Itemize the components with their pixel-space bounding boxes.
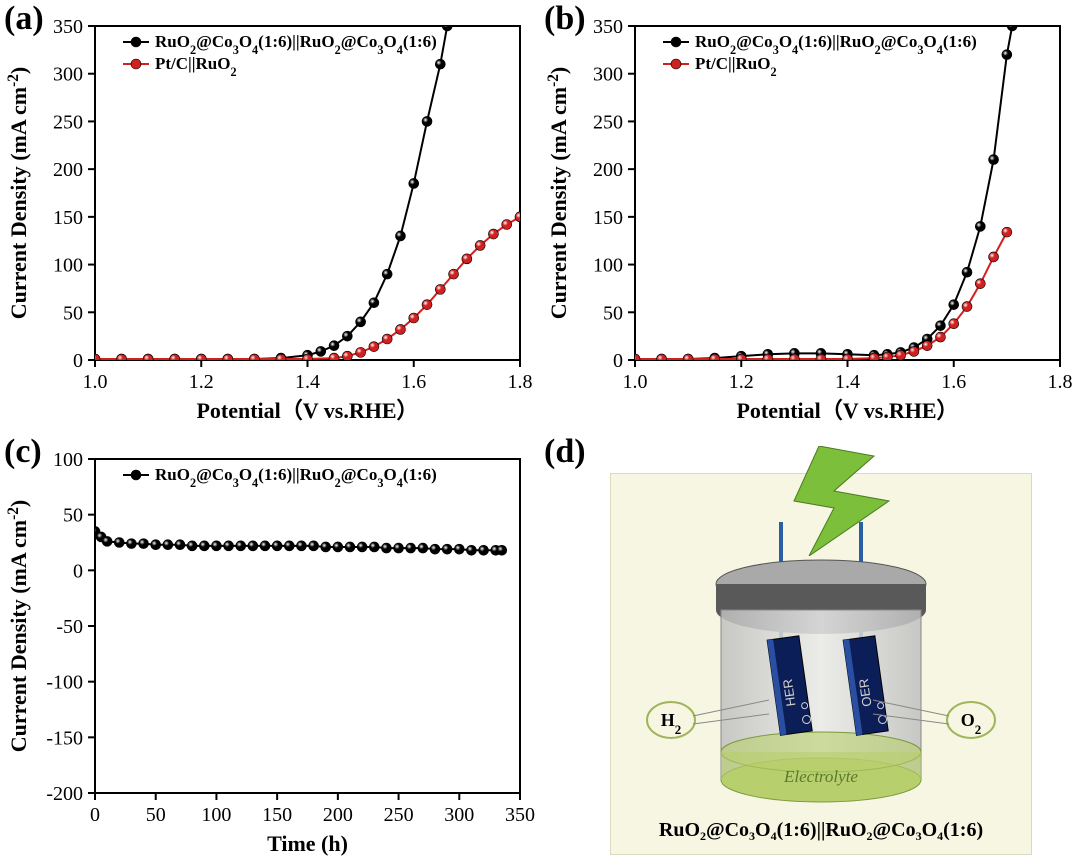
svg-text:350: 350: [53, 16, 83, 38]
svg-text:150: 150: [262, 804, 292, 826]
svg-text:Current Density (mA cm-2): Current Density (mA cm-2): [5, 67, 32, 320]
svg-text:1.4: 1.4: [835, 371, 860, 393]
svg-text:200: 200: [53, 159, 83, 181]
diagram-box: ElectrolyteHEROERH2O2 RuO2@Co3O4(1:6)||R…: [610, 473, 1032, 855]
svg-text:300: 300: [53, 64, 83, 86]
chart-b: 1.0 1.2 1.4 1.6 1.8 0 50 100 150 200 250 300 350 Pote…: [540, 0, 1080, 432]
svg-text:200: 200: [593, 159, 623, 181]
svg-text:250: 250: [593, 111, 623, 133]
panel-b-label: (b): [544, 0, 586, 38]
svg-text:250: 250: [53, 111, 83, 133]
svg-text:350: 350: [593, 16, 623, 38]
svg-text:0: 0: [73, 560, 83, 582]
svg-text:50: 50: [63, 504, 83, 526]
svg-text:-150: -150: [46, 727, 83, 749]
svg-text:Current Density (mA cm-2): Current Density (mA cm-2): [5, 499, 32, 752]
svg-text:Pt/C||RuO2: Pt/C||RuO2: [695, 54, 777, 79]
svg-text:300: 300: [444, 804, 474, 826]
svg-text:H2: H2: [661, 710, 682, 737]
svg-text:300: 300: [593, 64, 623, 86]
panel-c-label: (c): [4, 433, 42, 471]
lightning-icon: [779, 446, 919, 556]
svg-text:50: 50: [603, 302, 623, 324]
svg-text:1.8: 1.8: [1048, 371, 1073, 393]
svg-text:50: 50: [63, 302, 83, 324]
svg-text:150: 150: [53, 207, 83, 229]
svg-text:1.4: 1.4: [295, 371, 320, 393]
svg-text:1.2: 1.2: [189, 371, 214, 393]
svg-text:Pt/C||RuO2: Pt/C||RuO2: [155, 54, 237, 79]
figure-grid: (a) 1.0 1.2 1.4 1.6 1.8 0 50 100 150 200 250 300 350…: [0, 0, 1080, 865]
svg-text:RuO2@Co3O4(1:6)||RuO2@Co3O4(1:: RuO2@Co3O4(1:6)||RuO2@Co3O4(1:6): [155, 465, 437, 490]
svg-text:200: 200: [323, 804, 353, 826]
svg-text:0: 0: [613, 350, 623, 372]
svg-text:1.6: 1.6: [401, 371, 426, 393]
panel-b: (b) 1.0 1.2 1.4 1.6 1.8 0 50 100 150 200 250 300 350…: [540, 0, 1080, 433]
svg-text:0: 0: [73, 350, 83, 372]
panel-c: (c) 0 50 100 150 200 250 300 350 -200 -150 -100 -50…: [0, 433, 540, 865]
svg-text:100: 100: [53, 449, 83, 471]
svg-text:1.8: 1.8: [508, 371, 533, 393]
svg-text:50: 50: [146, 804, 166, 826]
svg-text:-50: -50: [56, 616, 83, 638]
svg-text:-200: -200: [46, 783, 83, 805]
svg-text:0: 0: [90, 804, 100, 826]
svg-text:1.0: 1.0: [623, 371, 648, 393]
panel-a-label: (a): [4, 0, 44, 38]
svg-text:100: 100: [593, 255, 623, 277]
svg-text:100: 100: [201, 804, 231, 826]
svg-text:Current Density (mA cm-2): Current Density (mA cm-2): [545, 67, 572, 320]
svg-text:1.2: 1.2: [729, 371, 754, 393]
svg-text:O2: O2: [961, 710, 982, 737]
svg-text:Potential（V vs.RHE）: Potential（V vs.RHE）: [736, 398, 958, 423]
svg-text:100: 100: [53, 255, 83, 277]
chart-a: 1.0 1.2 1.4 1.6 1.8 0 50 100 150 200 250 300 350 Pote…: [0, 0, 540, 432]
svg-text:Time (h): Time (h): [267, 831, 348, 856]
svg-text:Potential（V vs.RHE）: Potential（V vs.RHE）: [196, 398, 418, 423]
panel-a: (a) 1.0 1.2 1.4 1.6 1.8 0 50 100 150 200 250 300 350…: [0, 0, 540, 433]
diagram-caption: RuO2@Co3O4(1:6)||RuO2@Co3O4(1:6): [611, 819, 1031, 844]
chart-c: 0 50 100 150 200 250 300 350 -200 -150 -100 -50 0 50 1…: [0, 433, 540, 865]
svg-text:350: 350: [505, 804, 535, 826]
panel-d-label: (d): [544, 433, 586, 471]
svg-text:Electrolyte: Electrolyte: [783, 767, 858, 786]
panel-d: (d) ElectrolyteHEROERH2O2 RuO2@Co3O4(1:6…: [540, 433, 1080, 865]
svg-text:1.6: 1.6: [941, 371, 966, 393]
svg-text:1.0: 1.0: [83, 371, 108, 393]
svg-text:250: 250: [384, 804, 414, 826]
svg-text:-100: -100: [46, 671, 83, 693]
svg-text:150: 150: [593, 207, 623, 229]
